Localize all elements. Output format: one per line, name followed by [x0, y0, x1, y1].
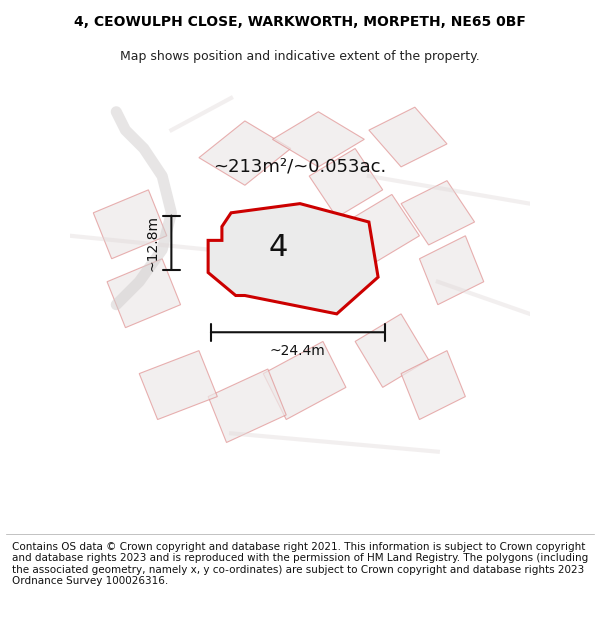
- Text: Contains OS data © Crown copyright and database right 2021. This information is : Contains OS data © Crown copyright and d…: [12, 542, 588, 586]
- Polygon shape: [309, 149, 383, 218]
- Text: 4, CEOWULPH CLOSE, WARKWORTH, MORPETH, NE65 0BF: 4, CEOWULPH CLOSE, WARKWORTH, MORPETH, N…: [74, 16, 526, 29]
- Polygon shape: [199, 121, 291, 185]
- Polygon shape: [139, 351, 217, 419]
- Polygon shape: [346, 194, 419, 263]
- Polygon shape: [208, 369, 286, 442]
- Text: ~24.4m: ~24.4m: [270, 344, 326, 357]
- Text: ~12.8m: ~12.8m: [146, 214, 160, 271]
- Polygon shape: [107, 259, 181, 328]
- Polygon shape: [419, 236, 484, 304]
- Polygon shape: [401, 351, 466, 419]
- Text: ~213m²/~0.053ac.: ~213m²/~0.053ac.: [214, 158, 386, 176]
- Text: Map shows position and indicative extent of the property.: Map shows position and indicative extent…: [120, 50, 480, 62]
- Polygon shape: [355, 314, 428, 388]
- Polygon shape: [208, 204, 378, 314]
- Text: 4: 4: [269, 233, 288, 262]
- Polygon shape: [369, 107, 447, 167]
- Polygon shape: [272, 112, 364, 167]
- Polygon shape: [93, 190, 167, 259]
- Polygon shape: [263, 341, 346, 419]
- Polygon shape: [401, 181, 475, 245]
